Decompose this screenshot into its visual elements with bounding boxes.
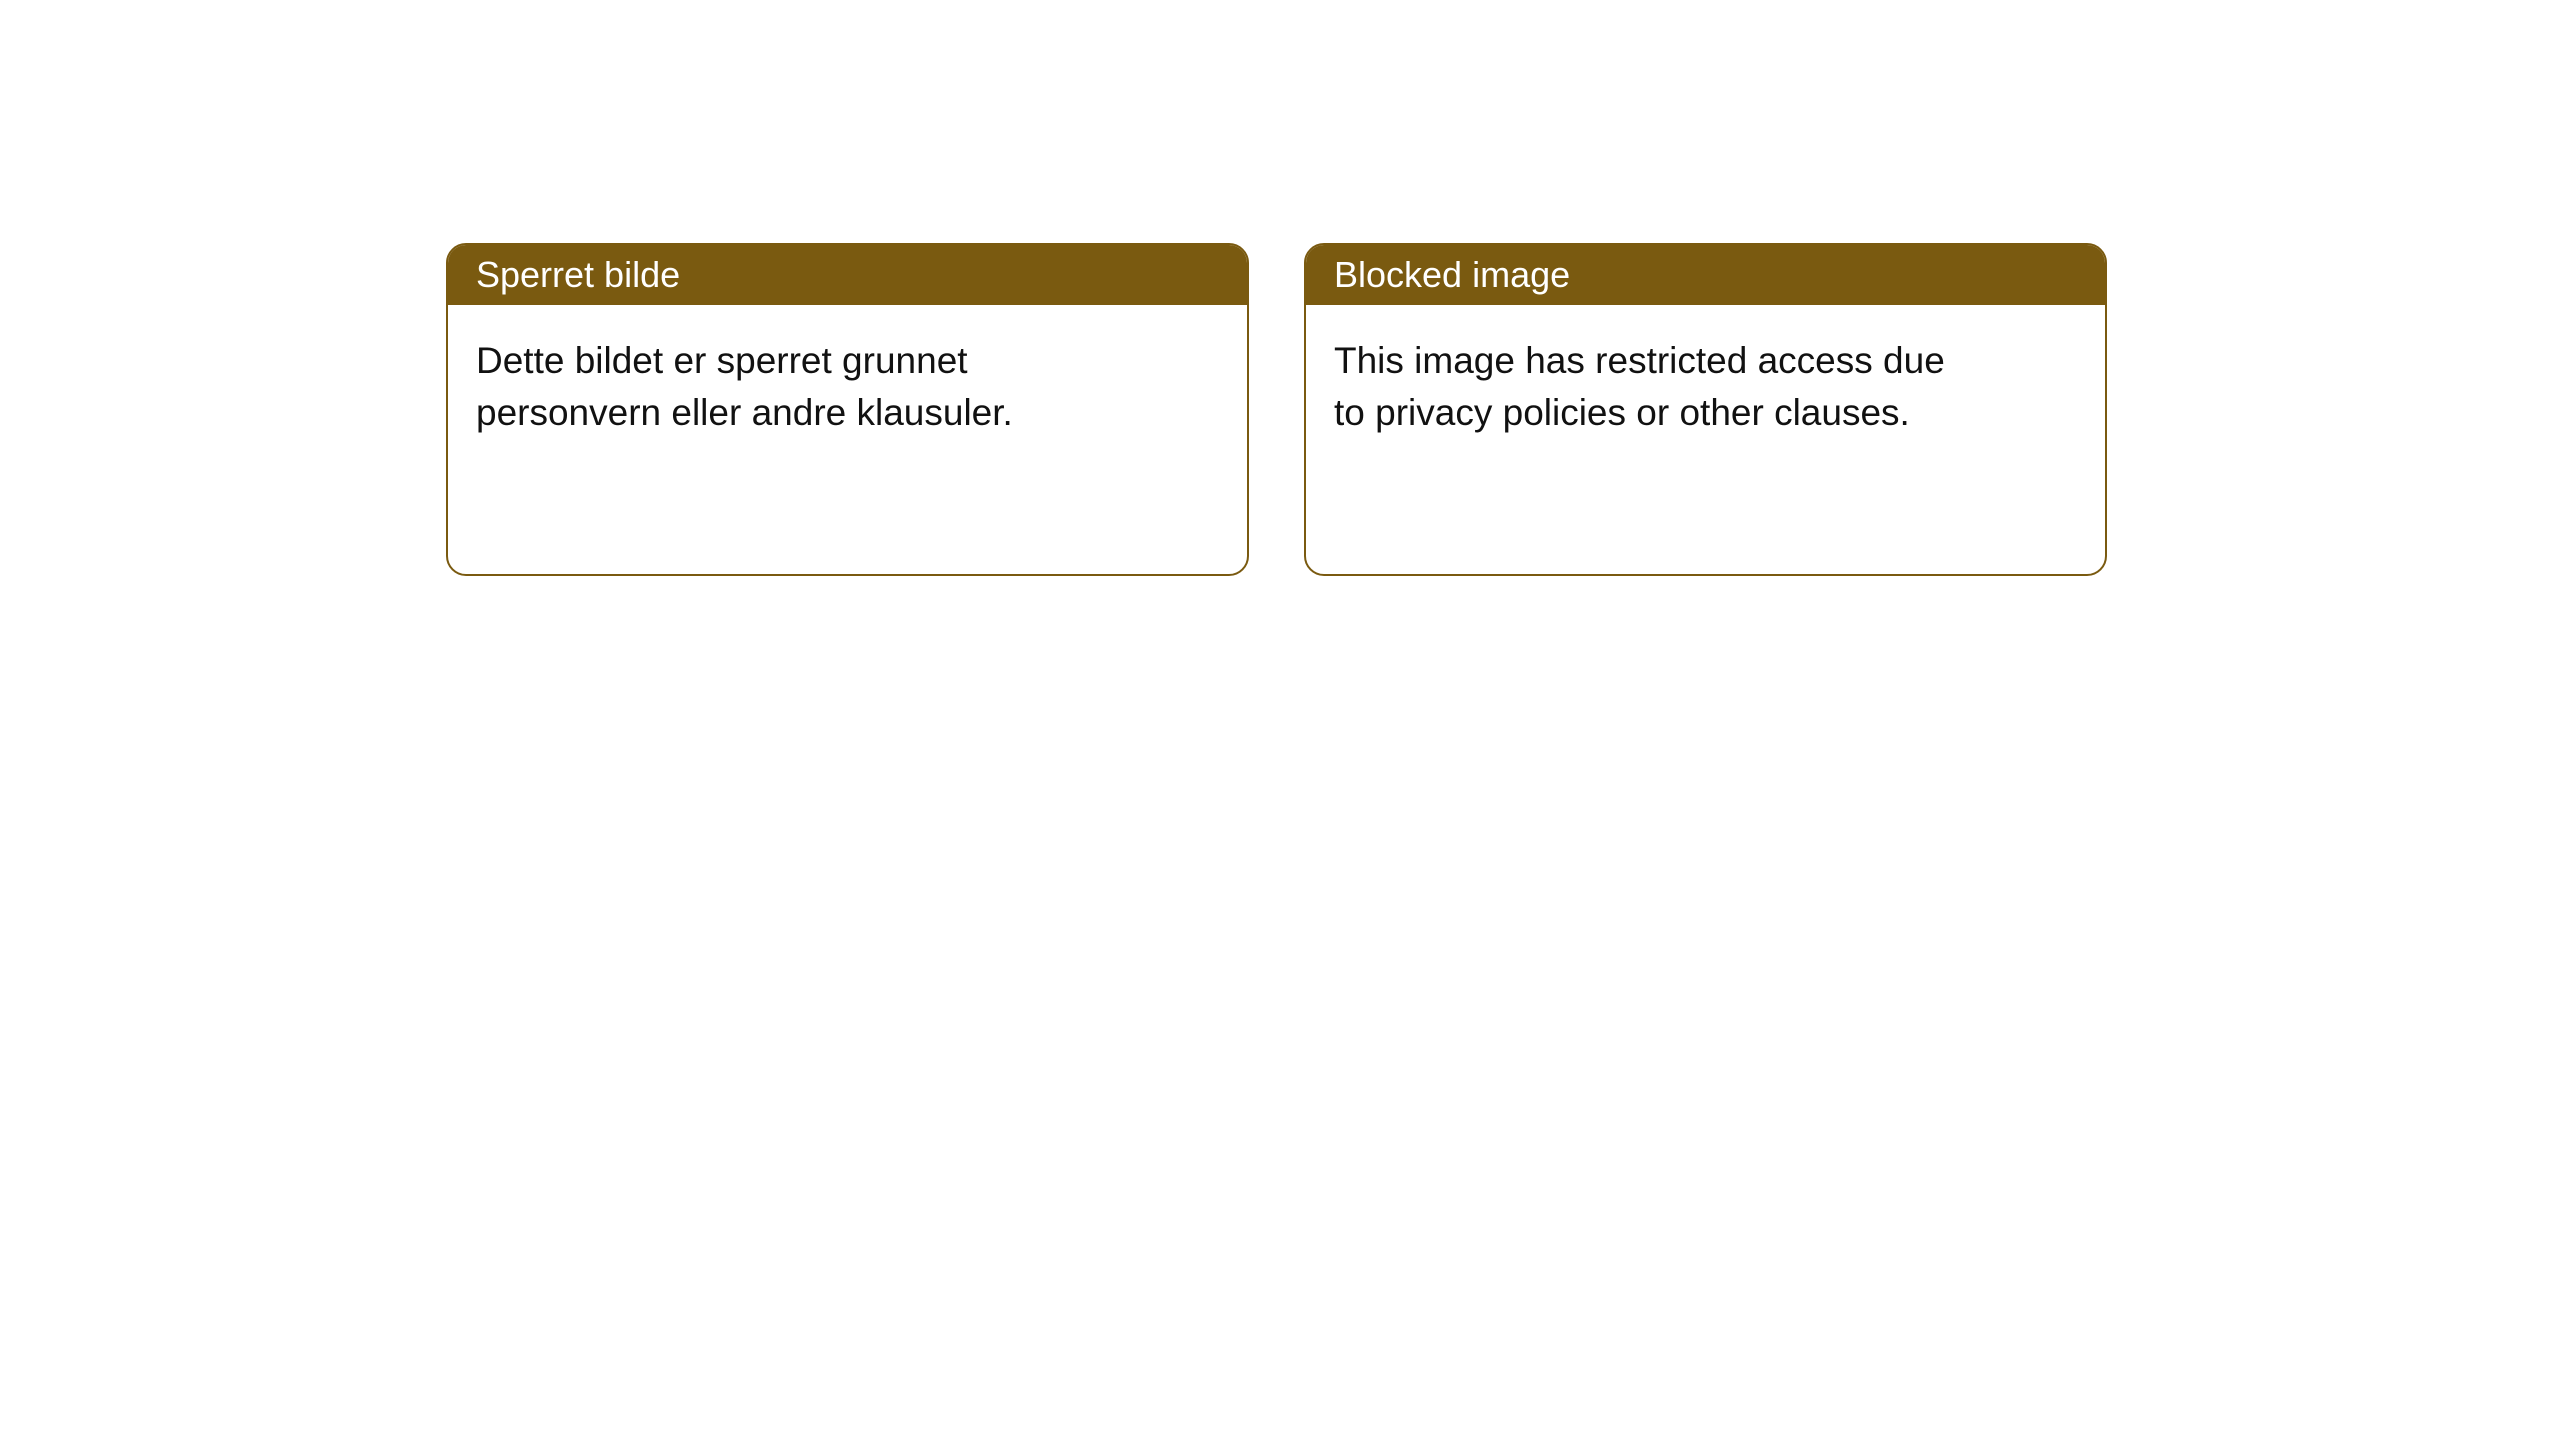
notice-text-english: This image has restricted access due to …: [1334, 340, 1945, 433]
notice-header-norwegian: Sperret bilde: [448, 245, 1247, 305]
notice-container: Sperret bilde Dette bildet er sperret gr…: [0, 0, 2560, 576]
notice-header-english: Blocked image: [1306, 245, 2105, 305]
notice-card-norwegian: Sperret bilde Dette bildet er sperret gr…: [446, 243, 1249, 576]
notice-text-norwegian: Dette bildet er sperret grunnet personve…: [476, 340, 1013, 433]
notice-title-norwegian: Sperret bilde: [476, 254, 680, 296]
notice-title-english: Blocked image: [1334, 254, 1570, 296]
notice-body-norwegian: Dette bildet er sperret grunnet personve…: [448, 305, 1128, 469]
notice-body-english: This image has restricted access due to …: [1306, 305, 1986, 469]
notice-card-english: Blocked image This image has restricted …: [1304, 243, 2107, 576]
